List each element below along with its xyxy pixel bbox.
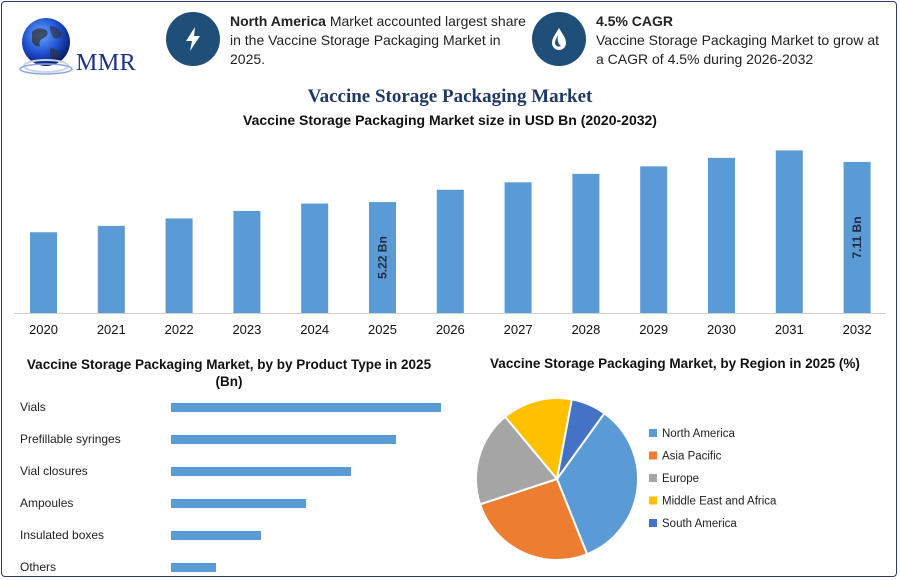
drop-icon (532, 12, 586, 66)
lightning-icon (166, 12, 220, 66)
globe-icon (19, 18, 73, 75)
category-label: Others (20, 560, 56, 574)
bar-2026 (436, 189, 464, 313)
category-label: Ampoules (20, 496, 73, 510)
pie-slice-asia-pacific (478, 477, 589, 561)
bar-2020 (30, 232, 57, 313)
bar-2022 (165, 218, 193, 313)
legend-label: North America (662, 428, 735, 440)
data-label: 7.11 Bn (850, 216, 864, 258)
info-cagr-text: 4.5% CAGR Vaccine Storage Packaging Mark… (596, 12, 886, 69)
bar-2028 (572, 173, 600, 313)
product-chart-title: Vaccine Storage Packaging Market, by by … (26, 357, 432, 389)
info-north-america-body: Market accounted largest share in the Va… (230, 13, 526, 67)
category-label: Vials (20, 400, 46, 414)
region-chart-title: Vaccine Storage Packaging Market, by Reg… (490, 356, 860, 371)
bar-ampoules (171, 499, 306, 508)
bar-2024 (301, 203, 329, 313)
bar-prefillable-syringes (171, 435, 396, 444)
category-label: Vial closures (20, 464, 88, 478)
x-tick-label: 2032 (843, 322, 872, 337)
x-tick-label: 2023 (232, 322, 261, 337)
x-tick-label: 2029 (639, 322, 668, 337)
bar-2025 (369, 202, 396, 313)
pie-slice-north-america (555, 411, 639, 556)
info-north-america-bold: North America (230, 13, 326, 29)
legend-label: South America (662, 518, 737, 530)
legend-swatch (649, 451, 657, 460)
info-cagr: 4.5% CAGR Vaccine Storage Packaging Mark… (532, 12, 886, 69)
market-size-bar-chart: 2020 2021 2022 2023 2024 2025 5.22 Bn 2026 2027 2… (14, 150, 886, 337)
bar-2030 (708, 157, 735, 313)
bar-chart-title: Vaccine Storage Packaging Market size in… (243, 112, 657, 128)
legend-label: Middle East and Africa (662, 496, 777, 508)
mmr-logo: MMR (14, 14, 144, 78)
data-label: 5.22 Bn (376, 236, 390, 279)
x-tick-label: 2024 (300, 322, 329, 337)
legend-swatch (649, 429, 657, 437)
bar-2029 (640, 166, 668, 313)
info-north-america-text: North America Market accounted largest s… (230, 12, 530, 69)
bar-2023 (233, 211, 261, 313)
category-label: Prefillable syringes (20, 432, 121, 446)
x-tick-label: 2031 (775, 322, 804, 337)
x-tick-label: 2020 (29, 322, 58, 337)
info-cagr-bold: 4.5% CAGR (596, 13, 674, 29)
logo-text: MMR (76, 50, 137, 76)
bar-insulated-boxes (171, 531, 261, 540)
legend-label: Asia Pacific (662, 451, 722, 463)
x-tick-label: 2026 (436, 322, 465, 337)
x-tick-label: 2021 (97, 322, 126, 337)
legend-swatch (649, 474, 657, 482)
legend-swatch (649, 496, 657, 505)
x-tick-label: 2028 (571, 322, 600, 337)
legend-label: Europe (662, 473, 699, 485)
pie-slice-south-america (556, 398, 606, 480)
pie-slice-europe (475, 415, 559, 506)
category-label: Insulated boxes (20, 528, 104, 542)
region-pie-chart: North America Asia Pacific Europe Middle Ea… (475, 397, 777, 561)
bar-2027 (504, 182, 532, 313)
bar-2031 (775, 150, 803, 313)
bar-vials (171, 403, 441, 412)
bar-others (171, 563, 216, 572)
bar-2021 (97, 225, 125, 313)
info-north-america: North America Market accounted largest s… (166, 12, 530, 69)
x-tick-label: 2027 (504, 322, 533, 337)
legend-swatch (649, 519, 657, 527)
x-tick-label: 2030 (707, 322, 736, 337)
x-tick-label: 2022 (165, 322, 194, 337)
bar-vial-closures (171, 467, 351, 476)
bar-2032 (843, 161, 871, 313)
x-tick-label: 2025 (368, 322, 397, 337)
pie-slice-middle-east-and-africa (503, 397, 574, 482)
product-type-bar-chart: Vials Prefillable syringes Vial closures Am… (20, 400, 441, 574)
info-cagr-body: Vaccine Storage Packaging Market to grow… (596, 32, 880, 67)
main-title: Vaccine Storage Packaging Market (307, 86, 593, 107)
